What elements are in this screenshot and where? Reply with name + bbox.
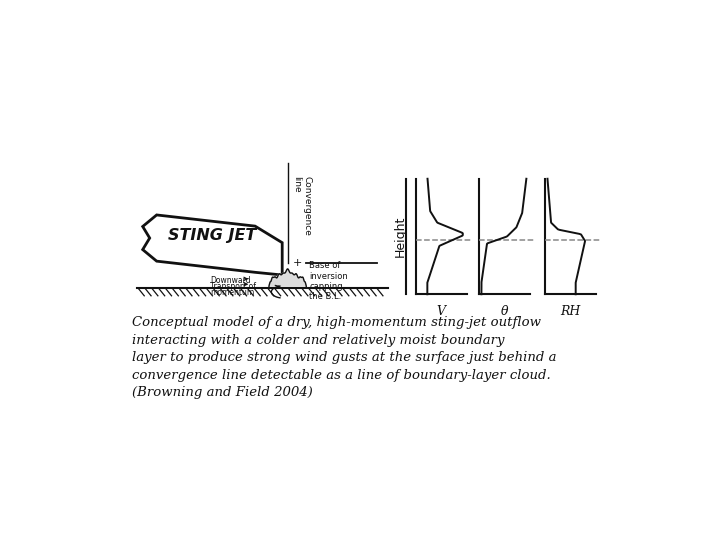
Text: θ: θ [501, 305, 508, 318]
Text: Conceptual model of a dry, high-momentum sting-jet outflow
interacting with a co: Conceptual model of a dry, high-momentum… [132, 316, 557, 400]
Text: STING JET: STING JET [168, 228, 256, 243]
Text: V: V [436, 305, 446, 318]
Polygon shape [143, 215, 282, 275]
Text: RH: RH [560, 305, 580, 318]
Text: Height: Height [394, 216, 407, 257]
Text: Transport of: Transport of [210, 282, 256, 291]
Text: momentum: momentum [210, 288, 254, 297]
Text: +: + [293, 259, 306, 268]
Text: Base of
inversion
capping
the B.L.: Base of inversion capping the B.L. [310, 261, 348, 301]
Text: Convergence
line: Convergence line [292, 176, 312, 235]
Text: Downward: Downward [210, 276, 251, 285]
Polygon shape [269, 269, 307, 288]
